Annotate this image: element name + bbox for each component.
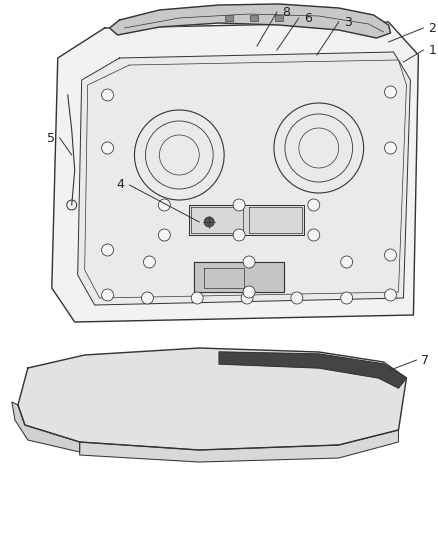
Polygon shape [80,430,399,462]
Circle shape [308,199,320,211]
Polygon shape [189,205,304,235]
Text: 2: 2 [428,21,436,35]
Circle shape [144,256,155,268]
Polygon shape [194,262,284,292]
Circle shape [385,249,396,261]
Polygon shape [52,22,418,322]
Circle shape [102,89,113,101]
Text: 7: 7 [421,353,429,367]
Circle shape [233,229,245,241]
Bar [225,15,233,21]
Circle shape [191,292,203,304]
Circle shape [241,292,253,304]
Circle shape [159,199,170,211]
Circle shape [385,86,396,98]
Text: 1: 1 [428,44,436,56]
Circle shape [159,229,170,241]
Text: 3: 3 [344,15,352,28]
Text: 6: 6 [304,12,312,25]
Circle shape [141,292,153,304]
Circle shape [308,229,320,241]
Text: 4: 4 [117,179,124,191]
Circle shape [243,256,255,268]
Text: 5: 5 [47,132,55,144]
Polygon shape [78,52,410,305]
Circle shape [341,292,353,304]
Circle shape [204,217,214,227]
Circle shape [102,142,113,154]
Text: 8: 8 [282,5,290,19]
Polygon shape [18,348,406,450]
Circle shape [291,292,303,304]
Circle shape [102,244,113,256]
Circle shape [243,286,255,298]
Polygon shape [12,402,80,452]
Circle shape [385,289,396,301]
Circle shape [385,142,396,154]
Polygon shape [110,4,391,38]
Circle shape [341,256,353,268]
Circle shape [102,289,113,301]
Polygon shape [219,352,406,388]
Circle shape [233,199,245,211]
Bar [250,15,258,21]
Bar [275,15,283,21]
